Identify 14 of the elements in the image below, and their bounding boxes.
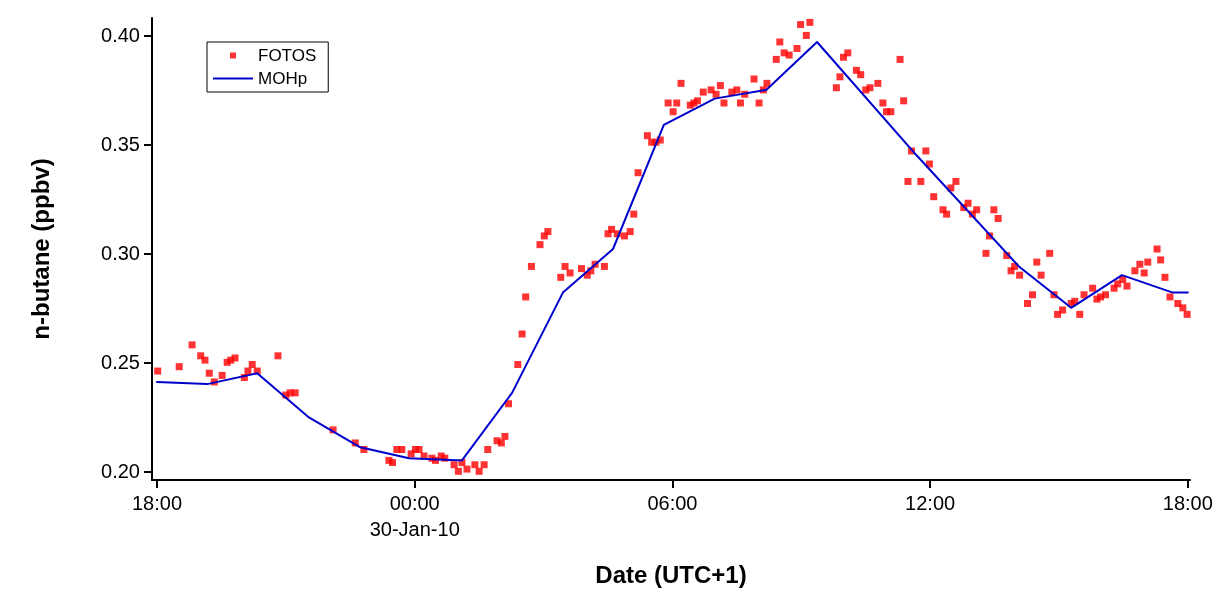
- x-tick-label: 00:00 30-Jan-10: [369, 492, 460, 540]
- y-axis-title: n-butane (ppbv): [26, 158, 54, 340]
- x-tick-label: 18:00: [1162, 492, 1213, 514]
- legend-label: MOHp: [258, 69, 308, 88]
- x-tick-label: 12:00: [905, 492, 956, 514]
- y-tick-label: 0.35: [101, 133, 140, 156]
- y-tick-label: 0.40: [101, 24, 140, 47]
- legend-label: FOTOS: [258, 46, 317, 65]
- x-tick-label: 06:00: [647, 492, 698, 514]
- y-tick-label: 0.30: [101, 242, 140, 265]
- x-axis-title: Date (UTC+1): [595, 560, 747, 588]
- y-tick-label: 0.25: [101, 351, 140, 374]
- x-tick-label: 18:00: [131, 492, 183, 514]
- y-tick-label: 0.20: [101, 460, 140, 483]
